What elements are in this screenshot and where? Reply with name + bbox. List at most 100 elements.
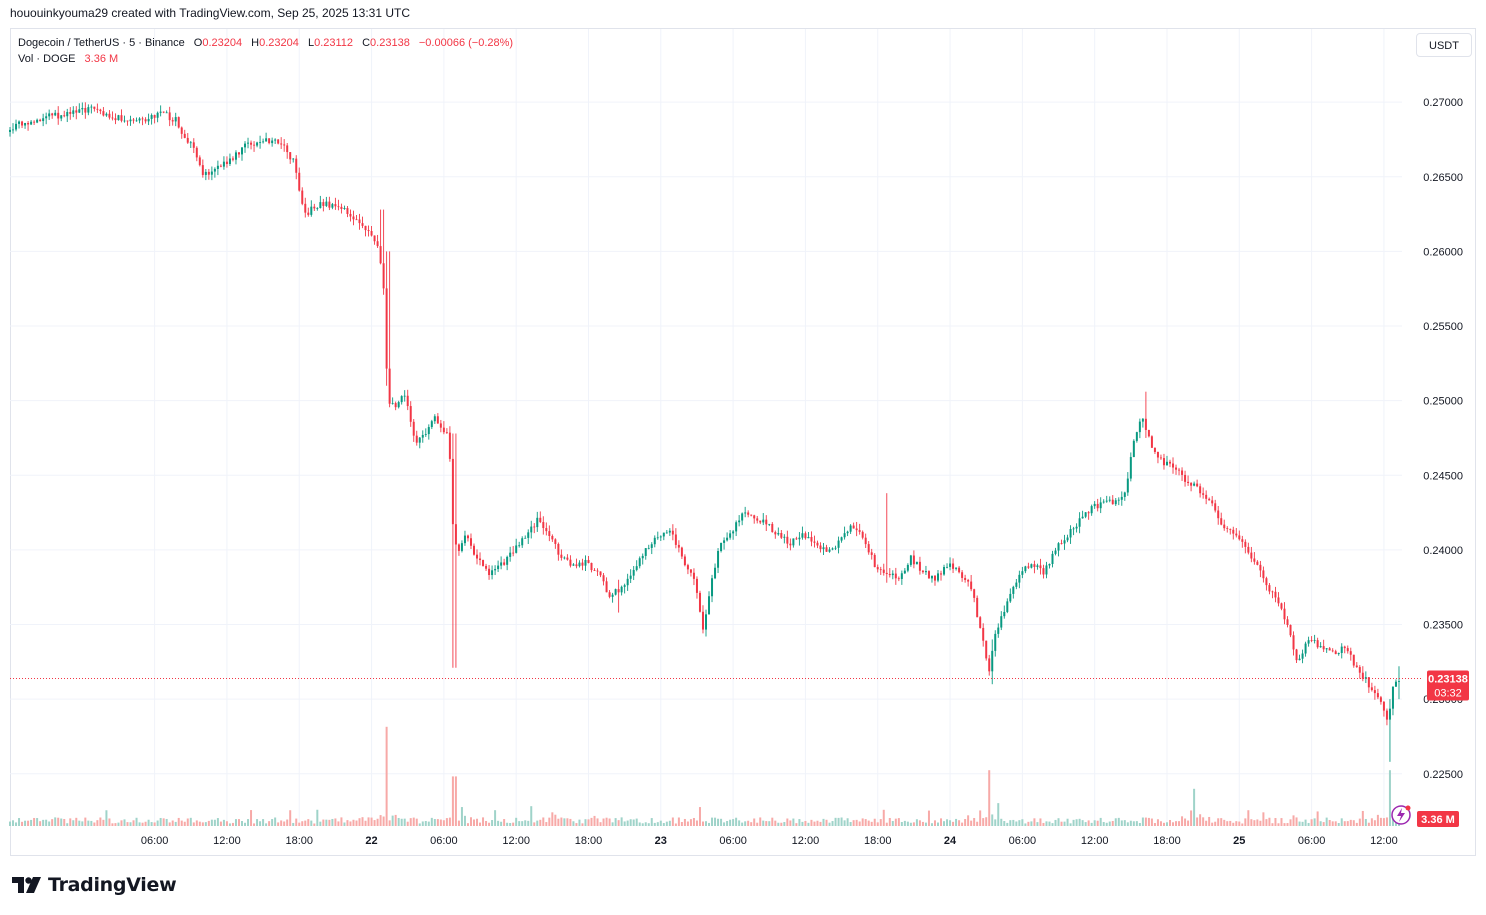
candle-body xyxy=(1208,498,1211,501)
volume-bar xyxy=(298,822,301,826)
candle-body xyxy=(1045,565,1048,575)
candle-body xyxy=(566,557,569,560)
volume-bar xyxy=(1370,818,1373,826)
candle-body xyxy=(343,208,346,209)
volume-bar xyxy=(1114,818,1117,826)
volume-bar xyxy=(530,806,533,826)
time-axis-label: 12:00 xyxy=(1370,835,1398,847)
volume-bar xyxy=(1108,821,1111,826)
candles xyxy=(9,102,1400,762)
candle-body xyxy=(1310,640,1313,642)
volume-bar xyxy=(572,821,575,826)
volume-bar xyxy=(602,818,605,826)
candle-body xyxy=(108,113,111,118)
candle-body xyxy=(244,143,247,148)
volume-bar xyxy=(888,817,891,826)
candle-body xyxy=(677,544,680,548)
volume-bar xyxy=(701,821,704,826)
volume-bar xyxy=(228,823,231,826)
candle-body xyxy=(304,203,307,213)
candle-body xyxy=(60,115,63,119)
candle-body xyxy=(1385,710,1388,720)
candle-body xyxy=(873,554,876,568)
volume-bar xyxy=(1075,819,1078,826)
volume-bar xyxy=(1084,822,1087,826)
volume-bar xyxy=(1193,788,1196,826)
candle-body xyxy=(641,555,644,559)
notification-dot xyxy=(1405,805,1411,811)
volume-bar xyxy=(653,822,656,826)
volume-bar xyxy=(424,821,427,826)
volume-tag[interactable] xyxy=(1417,811,1459,827)
candle-body xyxy=(846,531,849,534)
volume-bar xyxy=(976,821,979,826)
volume-bar xyxy=(361,817,364,826)
volume-bar xyxy=(1205,820,1208,826)
volume-bar xyxy=(1253,820,1256,826)
volume-bar xyxy=(1289,819,1292,826)
volume-bar xyxy=(656,822,659,826)
candle-body xyxy=(349,213,352,217)
candle-body xyxy=(789,543,792,546)
volume-bar xyxy=(165,818,168,826)
candle-body xyxy=(1066,537,1069,541)
price-axis-label: 0.22500 xyxy=(1423,769,1463,781)
symbol-name[interactable]: Dogecoin / TetherUS · 5 · Binance xyxy=(18,37,185,49)
candle-body xyxy=(210,171,213,175)
volume-bar xyxy=(979,810,982,826)
volume-bar xyxy=(689,819,692,826)
volume-bar xyxy=(560,817,563,826)
candle-body xyxy=(1096,503,1099,509)
candle-body xyxy=(307,212,310,215)
volume-bar xyxy=(735,817,738,826)
volume-bar xyxy=(1102,821,1105,826)
volume-bar xyxy=(1373,820,1376,826)
volume-bar xyxy=(759,817,762,826)
volume-bar xyxy=(840,817,843,826)
volume-bar xyxy=(1169,819,1171,826)
symbol-legend[interactable]: Dogecoin / TetherUS · 5 · Binance O0.232… xyxy=(18,35,513,67)
volume-bar xyxy=(1175,821,1178,826)
tradingview-logo[interactable]: TradingView xyxy=(12,874,177,896)
volume-label[interactable]: Vol · DOGE xyxy=(18,53,76,65)
volume-bar xyxy=(1159,821,1162,826)
currency-button[interactable]: USDT xyxy=(1416,33,1472,57)
volume-bar xyxy=(876,822,879,826)
volume-bar xyxy=(1099,817,1102,826)
candle-body xyxy=(1178,469,1181,471)
volume-bar xyxy=(933,820,936,826)
candle-body xyxy=(114,118,117,121)
chart-frame[interactable] xyxy=(10,28,1476,856)
candle-body xyxy=(867,544,870,553)
volume-bar xyxy=(156,820,159,826)
candle-body xyxy=(946,566,949,568)
candle-body xyxy=(445,432,448,434)
candle-body xyxy=(955,567,958,569)
last-price-tag[interactable] xyxy=(1427,670,1469,701)
candle-body xyxy=(635,566,638,570)
candle-body xyxy=(141,118,144,120)
candle-body xyxy=(15,123,18,130)
candle-body xyxy=(952,563,955,569)
candle-body xyxy=(611,594,614,597)
volume-bar xyxy=(352,819,355,826)
volume-bar xyxy=(1165,822,1168,826)
volume-bar xyxy=(705,821,707,826)
candle-body xyxy=(1156,451,1159,458)
candle-body xyxy=(864,537,867,545)
brand-name: TradingView xyxy=(48,874,177,896)
volume-bar xyxy=(503,819,506,826)
candle-body xyxy=(1349,651,1352,655)
candle-body xyxy=(626,578,629,586)
volume-bar xyxy=(367,817,370,826)
candle-body xyxy=(759,520,762,523)
candle-body xyxy=(1018,574,1021,583)
volume-bar xyxy=(1250,819,1253,826)
volume-bar xyxy=(1135,821,1138,826)
volume-bar xyxy=(997,803,1000,826)
volume-bar xyxy=(126,822,129,826)
candle-body xyxy=(81,107,84,110)
candle-body xyxy=(542,522,545,529)
candle-body xyxy=(629,575,632,579)
